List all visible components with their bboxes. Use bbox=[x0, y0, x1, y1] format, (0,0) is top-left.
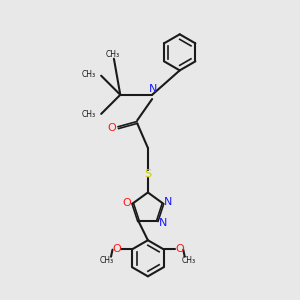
Text: N: N bbox=[159, 218, 167, 228]
Text: CH₃: CH₃ bbox=[106, 50, 120, 58]
Text: S: S bbox=[145, 169, 152, 179]
Text: O: O bbox=[123, 198, 132, 208]
Text: CH₃: CH₃ bbox=[182, 256, 196, 265]
Text: N: N bbox=[164, 197, 173, 207]
Text: O: O bbox=[175, 244, 184, 254]
Text: CH₃: CH₃ bbox=[82, 110, 96, 119]
Text: O: O bbox=[112, 244, 121, 254]
Text: O: O bbox=[108, 123, 117, 133]
Text: N: N bbox=[149, 85, 158, 94]
Text: CH₃: CH₃ bbox=[100, 256, 114, 265]
Text: CH₃: CH₃ bbox=[82, 70, 96, 79]
